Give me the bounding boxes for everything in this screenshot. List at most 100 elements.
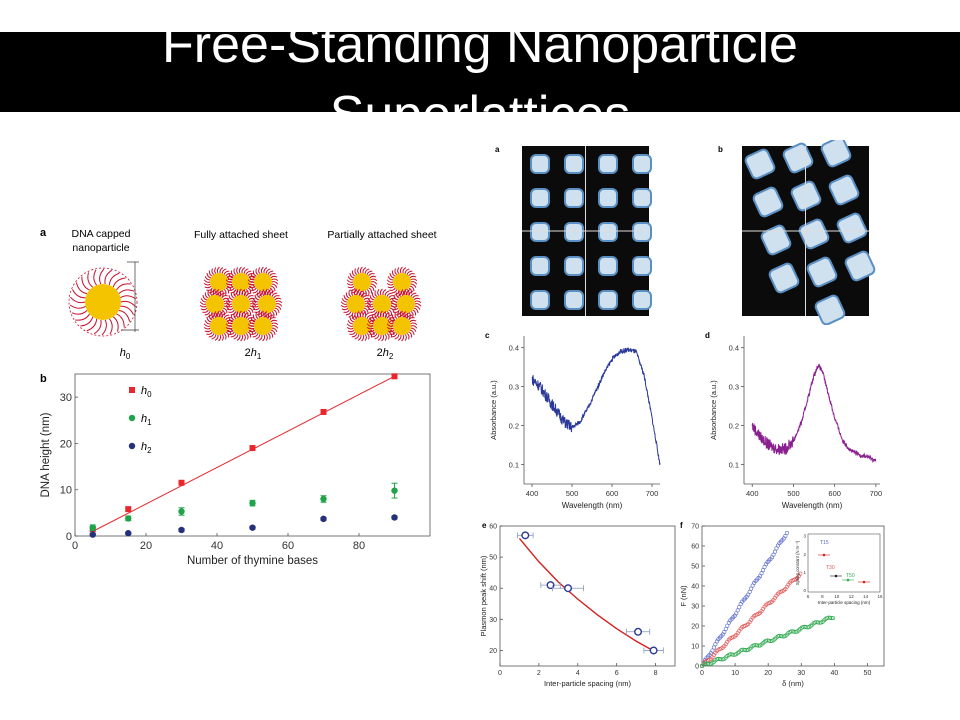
T50-point xyxy=(792,629,797,634)
T50-point xyxy=(790,629,795,634)
dna-strand xyxy=(215,289,220,296)
dna-strand xyxy=(254,309,261,313)
T15-point xyxy=(784,531,789,536)
dna-strand xyxy=(233,290,237,298)
partially-attached-sheet xyxy=(340,266,422,342)
dna-strand xyxy=(80,316,94,327)
dna-strand xyxy=(369,275,377,279)
gold-core xyxy=(353,317,371,335)
dna-strand xyxy=(260,310,264,318)
dna-strand xyxy=(371,314,376,321)
dna-strand xyxy=(81,276,90,291)
dna-strand xyxy=(104,269,113,285)
dna-strand xyxy=(245,288,249,296)
dna-strand xyxy=(249,300,257,304)
dna-strand xyxy=(271,281,279,285)
dna-strand xyxy=(388,317,395,321)
dna-strand xyxy=(69,304,86,309)
dna-strand xyxy=(87,272,94,288)
dna-strand xyxy=(408,273,415,277)
y-tick-label: 0 xyxy=(695,663,699,670)
x-tick-label: 0 xyxy=(498,670,502,677)
gold-core xyxy=(232,295,250,313)
x-tick-label: 30 xyxy=(797,670,805,677)
dna-strand xyxy=(391,289,398,294)
T15-point xyxy=(772,549,777,554)
dna-strand xyxy=(203,326,211,330)
dna-strand xyxy=(397,267,400,274)
dna-strand xyxy=(410,283,417,288)
dna-strand xyxy=(371,333,378,338)
dna-strand xyxy=(204,311,211,316)
dna-strand xyxy=(374,334,380,340)
dna-strand xyxy=(410,327,417,332)
dna-strand xyxy=(219,311,224,318)
x-tick-label: 10 xyxy=(731,670,739,677)
dna-strand xyxy=(236,334,241,341)
tem-particle xyxy=(806,256,838,288)
dna-strand xyxy=(346,323,354,327)
y-tick-label: 40 xyxy=(691,583,699,590)
tem-particle xyxy=(598,222,618,242)
tem-particle xyxy=(760,224,792,256)
dna-strand xyxy=(241,267,246,274)
dna-strand xyxy=(252,289,259,294)
dna-strand xyxy=(390,301,398,305)
plot-frame xyxy=(701,525,885,667)
dna-strand xyxy=(230,292,235,299)
tem-particle xyxy=(820,140,852,168)
h1-point xyxy=(249,499,256,507)
panel-e-letter: e xyxy=(482,521,487,530)
T50-point xyxy=(826,615,831,620)
dna-strand xyxy=(364,268,370,274)
dna-strand xyxy=(223,300,231,304)
dna-strand xyxy=(395,311,402,316)
dna-strand xyxy=(247,331,252,338)
y-tick-label: 0.1 xyxy=(509,461,519,470)
tem-particle xyxy=(598,188,618,208)
dna-strand xyxy=(225,304,233,308)
dna-strand xyxy=(254,295,260,301)
dna-strand xyxy=(69,296,86,304)
dna-strand xyxy=(349,273,355,279)
dna-strand xyxy=(251,304,259,308)
dna-strand xyxy=(362,295,369,299)
dna-strand xyxy=(414,300,422,304)
T50-point xyxy=(705,661,710,666)
tem-particle xyxy=(836,212,868,244)
T50-point xyxy=(731,652,736,657)
x-tick-label: 6 xyxy=(615,670,619,677)
dna-strand xyxy=(399,310,403,318)
dna-strand xyxy=(206,317,212,323)
dna-strand xyxy=(357,334,362,341)
dna-strand xyxy=(233,312,237,320)
dna-strand xyxy=(359,310,363,318)
dna-strand xyxy=(370,283,377,288)
dna-strand xyxy=(384,334,387,341)
dna-strand xyxy=(267,270,274,275)
dna-strand xyxy=(271,278,279,282)
dna-strand xyxy=(386,323,394,327)
T50-point xyxy=(716,656,721,661)
dna-strand xyxy=(222,297,230,301)
dna-strand xyxy=(208,314,213,321)
dna-strand xyxy=(241,311,246,318)
gold-core xyxy=(210,317,228,335)
dna-strand xyxy=(221,334,224,341)
fully-attached-sheet xyxy=(199,266,283,342)
dna-strand xyxy=(346,279,354,283)
dna-strand xyxy=(403,288,407,296)
dna-strand xyxy=(206,331,213,335)
dna-strand xyxy=(249,303,257,307)
dna-strand xyxy=(200,298,207,303)
dna-strand xyxy=(398,312,404,318)
dna-strand xyxy=(348,312,354,318)
x-tick-label: 600 xyxy=(828,489,841,498)
dna-strand xyxy=(367,320,374,325)
dna-strand xyxy=(406,314,413,319)
T50-point xyxy=(704,661,709,666)
dna-strand xyxy=(267,332,271,340)
label-dna-capped-2: nanoparticle xyxy=(72,242,129,254)
tem-particle xyxy=(814,294,846,325)
tem-particle xyxy=(598,290,618,310)
